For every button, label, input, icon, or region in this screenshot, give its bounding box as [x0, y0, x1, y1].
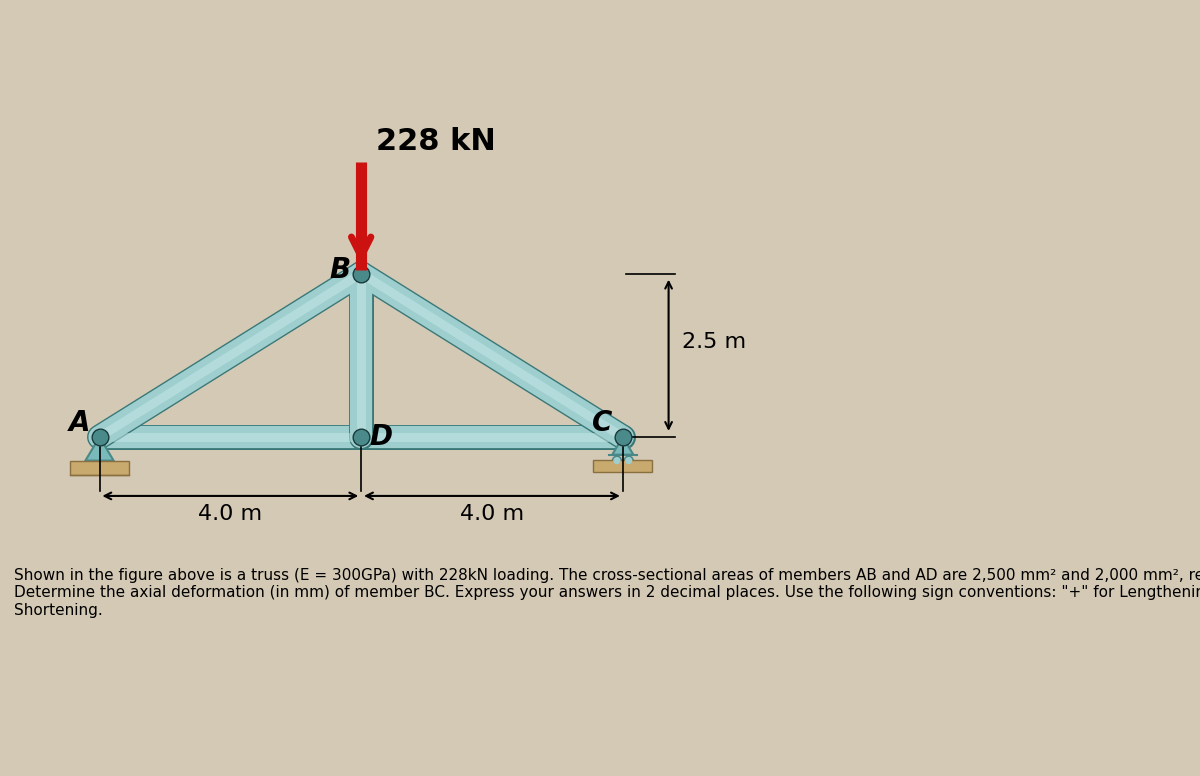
Polygon shape [85, 437, 114, 461]
Bar [593, 460, 653, 472]
Text: Shown in the figure above is a truss (E = 300GPa) with 228kN loading. The cross-: Shown in the figure above is a truss (E … [14, 568, 1200, 618]
Text: B: B [330, 256, 350, 284]
Text: 4.0 m: 4.0 m [460, 504, 524, 524]
Circle shape [612, 456, 622, 465]
Text: 228 kN: 228 kN [376, 126, 496, 156]
Circle shape [624, 456, 634, 465]
Text: D: D [370, 423, 392, 451]
Text: 4.0 m: 4.0 m [198, 504, 263, 524]
Text: 2.5 m: 2.5 m [682, 332, 745, 352]
Polygon shape [612, 437, 634, 455]
Bar [70, 461, 128, 475]
Circle shape [625, 458, 631, 463]
Text: A: A [70, 409, 91, 437]
Text: C: C [592, 409, 612, 437]
Circle shape [614, 458, 620, 463]
